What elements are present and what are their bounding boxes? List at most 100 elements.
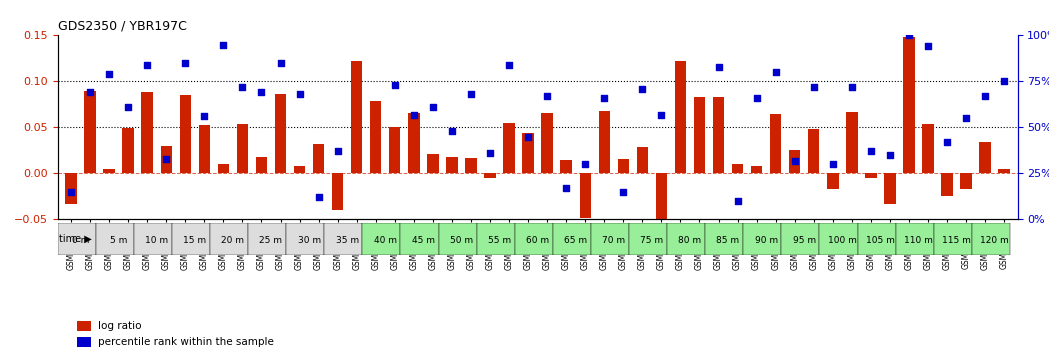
- Bar: [847, 112, 858, 173]
- Point: [862, 149, 879, 154]
- Bar: [789, 150, 800, 173]
- Bar: [560, 160, 572, 173]
- Text: 25 m: 25 m: [259, 236, 282, 245]
- Bar: [104, 169, 114, 173]
- Bar: [865, 173, 877, 178]
- Bar: [675, 61, 686, 173]
- Point: [519, 134, 536, 139]
- Text: GDS2350 / YBR197C: GDS2350 / YBR197C: [58, 20, 187, 33]
- Text: 65 m: 65 m: [564, 236, 587, 245]
- Point: [425, 104, 442, 110]
- Point: [539, 93, 556, 99]
- Text: percentile rank within the sample: percentile rank within the sample: [98, 337, 274, 347]
- Bar: [541, 113, 553, 173]
- Bar: [732, 164, 744, 173]
- Text: 100 m: 100 m: [828, 236, 857, 245]
- Bar: [362, 223, 401, 255]
- Text: 30 m: 30 m: [298, 236, 321, 245]
- Point: [101, 71, 117, 77]
- Bar: [286, 223, 324, 255]
- Point: [234, 84, 251, 90]
- Bar: [770, 114, 782, 173]
- Bar: [466, 158, 476, 173]
- Bar: [971, 223, 1010, 255]
- Point: [138, 62, 155, 68]
- Bar: [401, 223, 438, 255]
- Point: [596, 95, 613, 101]
- Bar: [210, 223, 249, 255]
- Bar: [446, 157, 457, 173]
- Bar: [408, 113, 420, 173]
- Bar: [275, 94, 286, 173]
- Bar: [515, 223, 553, 255]
- Bar: [705, 223, 744, 255]
- Point: [500, 62, 517, 68]
- Bar: [142, 92, 153, 173]
- Bar: [934, 223, 971, 255]
- Point: [939, 139, 956, 145]
- Bar: [389, 127, 401, 173]
- Text: time ▶: time ▶: [59, 234, 91, 244]
- Point: [996, 79, 1012, 84]
- Bar: [751, 166, 763, 173]
- Point: [977, 93, 993, 99]
- Text: 70 m: 70 m: [602, 236, 625, 245]
- FancyBboxPatch shape: [77, 337, 91, 347]
- Bar: [134, 223, 172, 255]
- FancyBboxPatch shape: [77, 321, 91, 331]
- Point: [615, 189, 631, 195]
- Bar: [179, 95, 191, 173]
- Bar: [999, 169, 1010, 173]
- Point: [63, 189, 80, 195]
- Text: 5 m: 5 m: [110, 236, 127, 245]
- Point: [881, 152, 898, 158]
- Bar: [629, 223, 667, 255]
- Point: [272, 60, 288, 66]
- Text: 55 m: 55 m: [488, 236, 511, 245]
- Bar: [819, 223, 857, 255]
- Point: [367, 20, 384, 25]
- Text: 80 m: 80 m: [679, 236, 702, 245]
- Bar: [941, 173, 952, 196]
- Point: [481, 150, 498, 156]
- Bar: [827, 173, 838, 189]
- Bar: [591, 223, 629, 255]
- Text: 115 m: 115 m: [942, 236, 971, 245]
- Point: [558, 185, 575, 191]
- Bar: [294, 166, 305, 173]
- Text: 45 m: 45 m: [412, 236, 435, 245]
- Bar: [324, 223, 362, 255]
- Bar: [95, 223, 134, 255]
- Point: [577, 161, 594, 167]
- Bar: [427, 154, 438, 173]
- Point: [311, 195, 327, 200]
- Text: 10 m: 10 m: [145, 236, 168, 245]
- Bar: [504, 123, 515, 173]
- Text: 120 m: 120 m: [981, 236, 1009, 245]
- Text: 40 m: 40 m: [373, 236, 397, 245]
- Bar: [172, 223, 210, 255]
- Text: 110 m: 110 m: [904, 236, 933, 245]
- Text: 35 m: 35 m: [336, 236, 359, 245]
- Bar: [249, 223, 286, 255]
- Point: [82, 90, 99, 95]
- Point: [710, 64, 727, 69]
- Bar: [961, 173, 971, 189]
- Point: [843, 84, 860, 90]
- Point: [634, 86, 650, 92]
- Bar: [980, 142, 991, 173]
- Text: 15 m: 15 m: [184, 236, 207, 245]
- Point: [405, 112, 422, 118]
- Point: [253, 90, 270, 95]
- Bar: [693, 97, 705, 173]
- Bar: [884, 173, 896, 204]
- Bar: [656, 173, 667, 233]
- Point: [806, 84, 822, 90]
- Text: 90 m: 90 m: [754, 236, 777, 245]
- Bar: [438, 223, 476, 255]
- Text: 105 m: 105 m: [866, 236, 895, 245]
- Bar: [808, 129, 819, 173]
- Bar: [579, 173, 591, 218]
- Bar: [84, 91, 95, 173]
- Bar: [485, 173, 496, 178]
